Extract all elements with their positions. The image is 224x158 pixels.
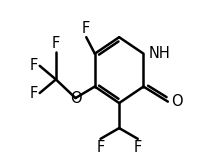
Text: F: F	[96, 140, 105, 155]
Text: F: F	[134, 140, 142, 155]
Text: F: F	[82, 21, 90, 36]
Text: O: O	[171, 94, 183, 109]
Text: O: O	[70, 91, 81, 106]
Text: F: F	[30, 85, 38, 100]
Text: NH: NH	[149, 46, 170, 61]
Text: F: F	[30, 58, 38, 73]
Text: F: F	[52, 36, 60, 51]
